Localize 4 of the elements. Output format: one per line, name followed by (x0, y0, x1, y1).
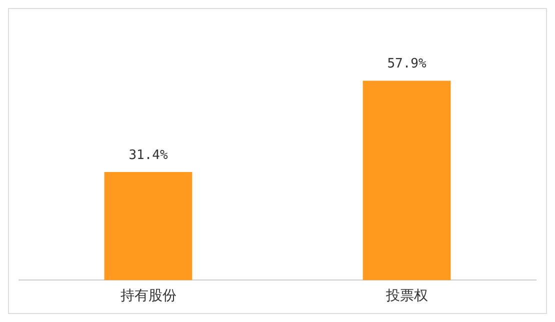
data-label: 31.4% (128, 148, 168, 163)
x-tick-label: 持有股份 (120, 288, 176, 304)
data-label: 57.9% (387, 56, 426, 72)
x-tick-label: 投票权 (384, 288, 428, 304)
